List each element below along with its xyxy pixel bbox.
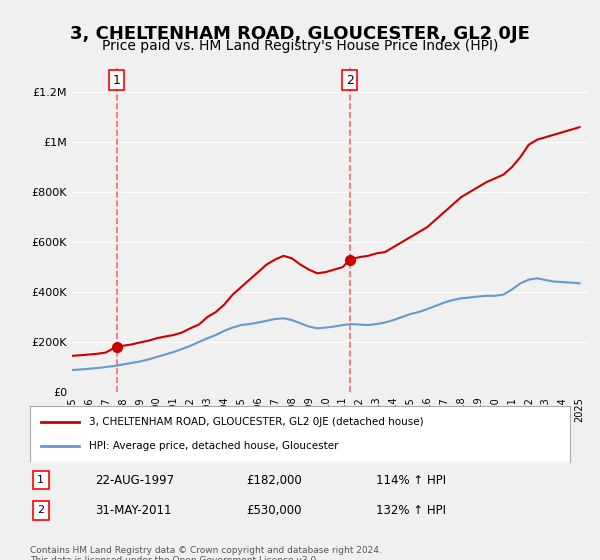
Text: 1: 1 [37, 475, 44, 485]
Text: 22-AUG-1997: 22-AUG-1997 [95, 474, 174, 487]
Text: 2: 2 [346, 74, 354, 87]
Text: 1: 1 [113, 74, 121, 87]
Text: 3, CHELTENHAM ROAD, GLOUCESTER, GL2 0JE (detached house): 3, CHELTENHAM ROAD, GLOUCESTER, GL2 0JE … [89, 417, 424, 427]
Text: £182,000: £182,000 [246, 474, 302, 487]
Text: £530,000: £530,000 [246, 504, 302, 517]
Text: HPI: Average price, detached house, Gloucester: HPI: Average price, detached house, Glou… [89, 441, 339, 451]
Text: Contains HM Land Registry data © Crown copyright and database right 2024.
This d: Contains HM Land Registry data © Crown c… [30, 546, 382, 560]
Text: Price paid vs. HM Land Registry's House Price Index (HPI): Price paid vs. HM Land Registry's House … [102, 39, 498, 53]
Text: 132% ↑ HPI: 132% ↑ HPI [376, 504, 446, 517]
Text: 3, CHELTENHAM ROAD, GLOUCESTER, GL2 0JE: 3, CHELTENHAM ROAD, GLOUCESTER, GL2 0JE [70, 25, 530, 43]
Text: 2: 2 [37, 505, 44, 515]
Text: 114% ↑ HPI: 114% ↑ HPI [376, 474, 446, 487]
Text: 31-MAY-2011: 31-MAY-2011 [95, 504, 172, 517]
